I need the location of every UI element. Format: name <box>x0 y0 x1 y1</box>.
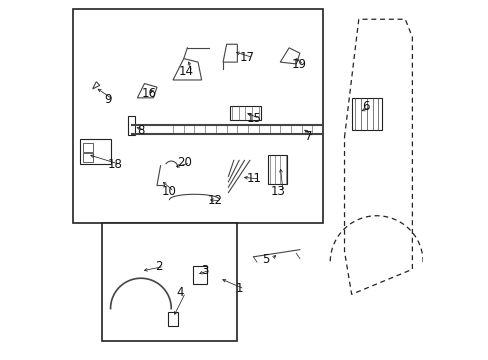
Bar <box>80 139 110 164</box>
Bar <box>73 9 323 223</box>
Text: 5: 5 <box>262 253 269 266</box>
Bar <box>351 98 381 130</box>
Bar <box>82 153 93 162</box>
Text: 9: 9 <box>104 93 112 106</box>
Bar <box>230 106 260 120</box>
Text: 16: 16 <box>141 87 156 100</box>
Text: 6: 6 <box>362 100 369 113</box>
Text: 17: 17 <box>240 51 254 64</box>
Bar <box>102 223 237 341</box>
Bar <box>128 116 135 135</box>
Text: 15: 15 <box>246 112 262 125</box>
Text: 10: 10 <box>161 185 176 198</box>
Bar <box>267 155 287 184</box>
Text: 11: 11 <box>246 172 262 185</box>
Text: 7: 7 <box>305 130 312 143</box>
Text: 20: 20 <box>177 156 192 169</box>
Text: 12: 12 <box>207 194 222 207</box>
Text: 14: 14 <box>179 65 194 78</box>
Bar <box>82 143 93 152</box>
Text: 2: 2 <box>155 260 162 273</box>
Bar <box>192 266 206 284</box>
Text: 3: 3 <box>201 264 208 276</box>
Text: 13: 13 <box>270 185 285 198</box>
Text: 4: 4 <box>176 286 183 299</box>
Text: 1: 1 <box>235 283 243 296</box>
Text: 19: 19 <box>291 58 305 71</box>
Text: 8: 8 <box>137 124 144 137</box>
Bar <box>167 312 178 327</box>
Text: 18: 18 <box>107 158 122 171</box>
